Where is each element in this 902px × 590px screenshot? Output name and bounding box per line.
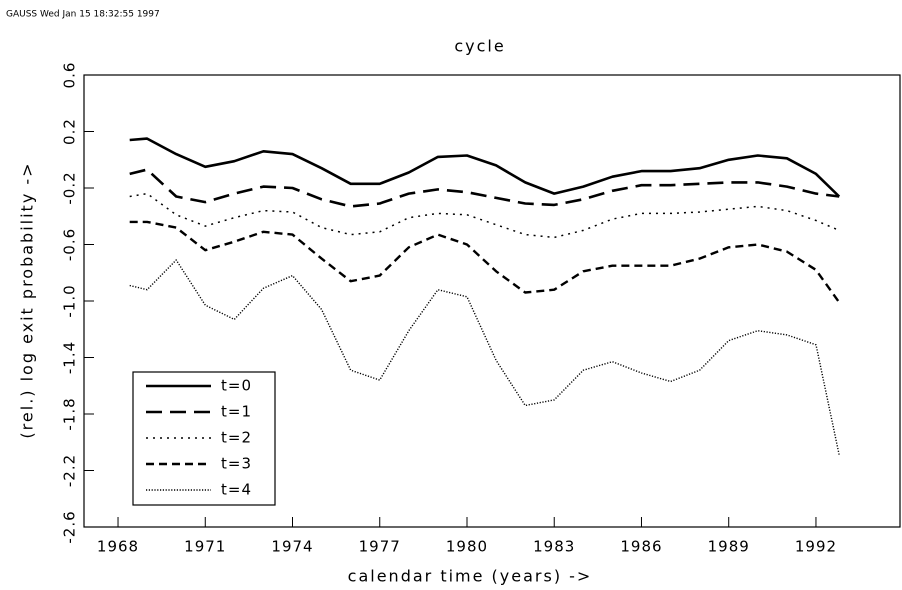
series-line	[129, 137, 841, 198]
x-tick-label: 1974	[271, 538, 313, 556]
series-line	[129, 259, 840, 456]
x-axis-label: calendar time (years) ->	[348, 567, 593, 586]
header: GAUSS Wed Jan 15 18:32:55 1997	[6, 10, 160, 20]
y-tick-label: -2.6	[61, 510, 79, 543]
y-axis-label: (rel.) log exit probability ->	[18, 161, 37, 438]
y-tick-label: -0.6	[61, 228, 79, 261]
x-tick-label: 1983	[533, 538, 575, 556]
series-line	[129, 168, 840, 208]
legend-label: t=0	[221, 377, 252, 395]
x-tick-label: 1980	[446, 538, 488, 556]
y-tick-label: -1.0	[61, 284, 79, 317]
legend-label: t=3	[221, 455, 252, 473]
x-tick-label: 1992	[795, 538, 837, 556]
chart-title: cycle	[454, 37, 505, 56]
x-tick-label: 1989	[708, 538, 750, 556]
y-tick-label: -0.2	[61, 171, 79, 204]
legend-label: t=1	[221, 403, 252, 421]
y-tick-label: 0.6	[61, 62, 79, 89]
x-tick-label: 1971	[184, 538, 226, 556]
legend-label: t=4	[221, 481, 252, 499]
x-tick-label: 1977	[359, 538, 401, 556]
y-tick-label: -2.2	[61, 454, 79, 487]
x-tick-label: 1986	[620, 538, 662, 556]
y-tick-label: -1.4	[61, 341, 79, 374]
y-tick-label: -1.8	[61, 397, 79, 430]
series-line	[129, 192, 840, 239]
x-tick-label: 1968	[97, 538, 139, 556]
y-tick-label: 0.2	[61, 118, 79, 145]
legend-label: t=2	[221, 429, 252, 447]
series-line	[129, 220, 841, 304]
